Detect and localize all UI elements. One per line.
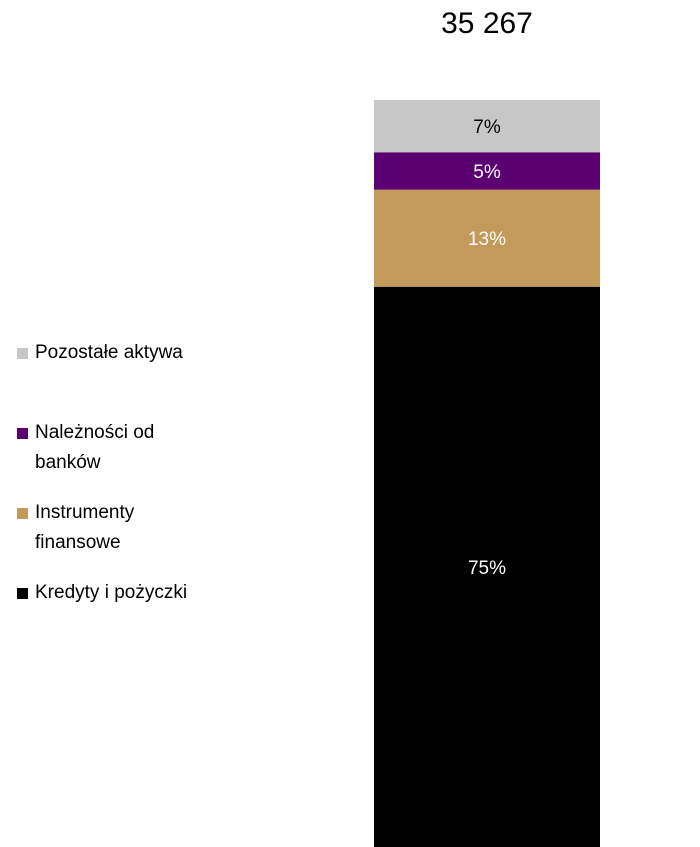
legend-label: Instrumenty finansowe: [35, 502, 135, 553]
legend-swatch: [17, 428, 28, 439]
legend-label: Należności od banków: [35, 422, 155, 473]
legend-swatch: [17, 508, 28, 519]
legend-label: Pozostałe aktywa: [35, 342, 183, 363]
chart-title: 35 267: [441, 7, 533, 40]
bar-segment-label-1: 13%: [468, 229, 506, 250]
bar-segment-0: [374, 286, 600, 847]
bar-segment-3: [374, 100, 600, 153]
bar-segment-label-0: 75%: [468, 558, 506, 579]
bar-segment-label-3: 7%: [473, 117, 501, 138]
legend-swatch: [17, 588, 28, 599]
bar-segment-label-2: 5%: [473, 162, 501, 183]
legend-label: Kredyty i pożyczki: [35, 582, 188, 603]
legend-swatch: [17, 348, 28, 359]
bar-segment-2: [374, 152, 600, 190]
bar-segment-1: [374, 189, 600, 287]
chart-legend: Pozostałe aktywa Należności od banków Inst…: [17, 0, 237, 847]
